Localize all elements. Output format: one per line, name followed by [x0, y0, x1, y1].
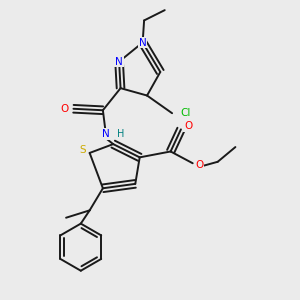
- Text: O: O: [61, 104, 69, 114]
- Text: N: N: [139, 38, 146, 47]
- Text: H: H: [118, 129, 125, 139]
- Text: O: O: [184, 122, 192, 131]
- Text: N: N: [115, 57, 123, 67]
- Text: O: O: [195, 160, 203, 170]
- Text: S: S: [79, 145, 86, 155]
- Text: N: N: [102, 129, 110, 139]
- Text: Cl: Cl: [180, 108, 190, 118]
